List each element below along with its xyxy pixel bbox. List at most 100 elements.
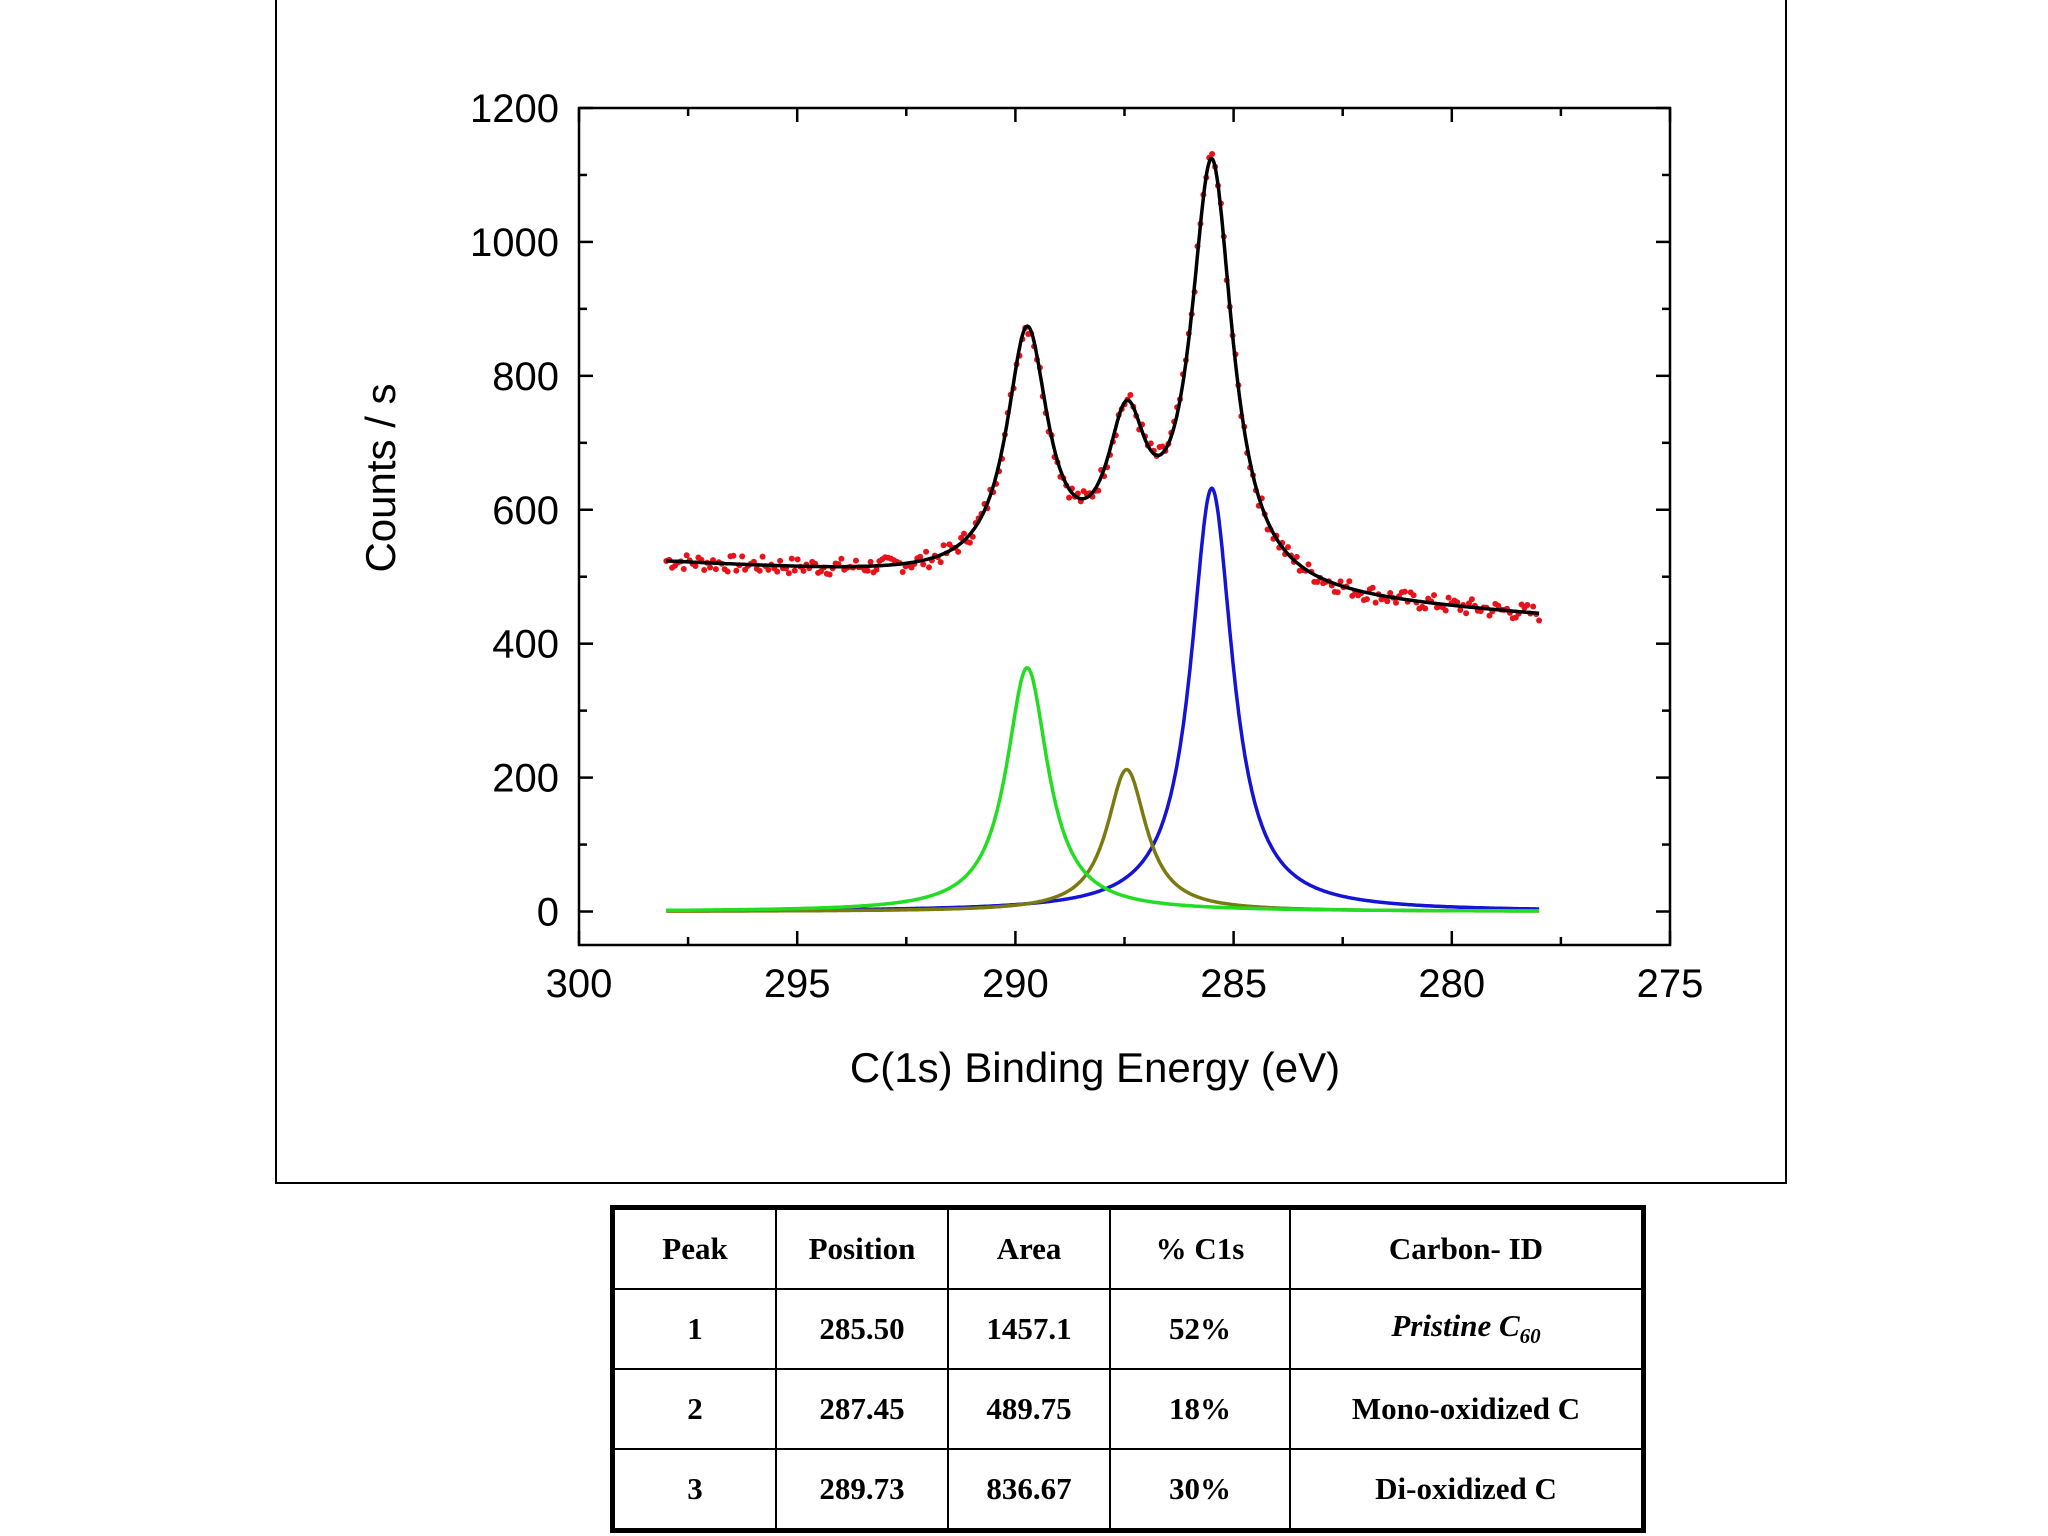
y-tick-label: 1200: [470, 87, 559, 131]
data-point: [923, 548, 930, 555]
cell-percent: 18%: [1109, 1368, 1291, 1450]
data-point: [788, 555, 795, 562]
data-point: [961, 530, 967, 537]
cell-carbon-id: Pristine C60: [1289, 1288, 1645, 1370]
cell-percent: 30%: [1109, 1448, 1291, 1532]
data-point: [1159, 443, 1166, 450]
data-point: [1337, 578, 1344, 585]
header-area: Area: [947, 1206, 1111, 1290]
data-point: [680, 566, 687, 572]
data-point: [739, 553, 746, 560]
data-point: [955, 548, 962, 555]
data-point: [692, 563, 699, 569]
y-axis-label: Counts / s: [357, 383, 404, 572]
xps-chart: 300 295 290 285 280 275020040060080010001200 …: [357, 87, 1703, 1091]
data-point: [1431, 592, 1437, 599]
x-axis-label: C(1s) Binding Energy (eV): [850, 1044, 1340, 1091]
data-point: [867, 558, 874, 565]
peak-table: Peak Position Area % C1s Carbon- ID 1 28…: [610, 1205, 1646, 1533]
header-peak: Peak: [611, 1206, 777, 1290]
data-point: [1422, 605, 1429, 612]
data-point: [733, 567, 740, 574]
data-point: [1536, 617, 1543, 624]
data-point: [774, 568, 781, 575]
data-point: [1524, 602, 1531, 608]
data-point: [1363, 596, 1370, 603]
data-point: [730, 552, 737, 559]
y-tick-label: 800: [492, 355, 559, 399]
cell-area: 1457.1: [947, 1288, 1111, 1370]
data-point: [1457, 607, 1464, 613]
data-point: [765, 566, 772, 573]
table-row: 3 289.73 836.67 30% Di-oxidized C: [611, 1448, 1645, 1532]
header-percent: % C1s: [1109, 1206, 1291, 1290]
y-tick-label: 1000: [470, 221, 559, 265]
x-tick-label: 275: [1637, 962, 1704, 1006]
data-point: [920, 561, 927, 568]
data-point: [1293, 553, 1300, 560]
carbon-id-text: Pristine C: [1391, 1308, 1520, 1344]
header-position: Position: [775, 1206, 949, 1290]
data-point: [1334, 589, 1341, 596]
chart-ticks: 300 295 290 285 280 275 0 200 400 600 800 1000 1200: [470, 87, 1703, 1006]
data-point: [1349, 592, 1356, 599]
data-point: [712, 566, 719, 573]
y-tick-label: 400: [492, 623, 559, 667]
x-tick-label: 295: [764, 962, 831, 1006]
data-point: [794, 556, 801, 563]
data-point: [966, 539, 973, 546]
cell-carbon-id: Mono-oxidized C: [1289, 1368, 1645, 1450]
data-point: [853, 557, 859, 564]
data-point: [1066, 494, 1073, 501]
data-point: [707, 564, 714, 571]
y-tick-label: 600: [492, 489, 559, 533]
data-point: [1285, 544, 1291, 551]
cell-peak: 2: [611, 1368, 777, 1450]
data-point: [800, 567, 807, 574]
data-point: [1393, 599, 1399, 606]
table-row: 1 285.50 1457.1 52% Pristine C60: [611, 1288, 1645, 1370]
data-point: [1346, 578, 1353, 585]
data-point: [1369, 584, 1376, 591]
table-row: 2 287.45 489.75 18% Mono-oxidized C: [611, 1368, 1645, 1450]
data-point: [1468, 596, 1475, 603]
cell-carbon-id: Di-oxidized C: [1289, 1448, 1645, 1532]
cell-area: 836.67: [947, 1448, 1111, 1532]
data-point: [958, 534, 965, 541]
cell-position: 285.50: [775, 1288, 949, 1370]
data-point: [1445, 594, 1452, 601]
data-point: [759, 553, 766, 560]
data-point: [1410, 592, 1417, 599]
data-point: [1463, 610, 1470, 617]
envelope-fit-line: [666, 156, 1540, 616]
cell-area: 489.75: [947, 1368, 1111, 1450]
cell-peak: 3: [611, 1448, 777, 1532]
cell-position: 289.73: [775, 1448, 949, 1532]
figure-frame: [275, 0, 1787, 1184]
cell-position: 287.45: [775, 1368, 949, 1450]
data-point: [899, 569, 906, 575]
table-header-row: Peak Position Area % C1s Carbon- ID: [611, 1206, 1645, 1290]
x-tick-label: 300: [546, 962, 613, 1006]
data-point: [940, 542, 947, 549]
plot-frame: [577, 106, 1672, 947]
data-point: [926, 564, 932, 571]
data-point: [1442, 607, 1449, 614]
cell-percent: 52%: [1109, 1288, 1291, 1370]
data-point: [1372, 599, 1379, 606]
data-point: [864, 567, 871, 574]
cell-peak: 1: [611, 1288, 777, 1370]
component-peak-line-1: [666, 486, 1540, 913]
data-point: [826, 571, 833, 578]
y-tick-label: 200: [492, 757, 559, 801]
data-point: [1209, 151, 1216, 157]
data-point: [724, 568, 731, 575]
data-point: [1486, 612, 1493, 619]
header-carbon-id: Carbon- ID: [1289, 1206, 1645, 1290]
data-point: [1401, 588, 1408, 595]
x-tick-label: 285: [1200, 962, 1267, 1006]
data-point: [838, 555, 845, 562]
data-point: [1127, 392, 1134, 398]
data-point: [1305, 561, 1312, 568]
data-point: [1384, 598, 1391, 605]
